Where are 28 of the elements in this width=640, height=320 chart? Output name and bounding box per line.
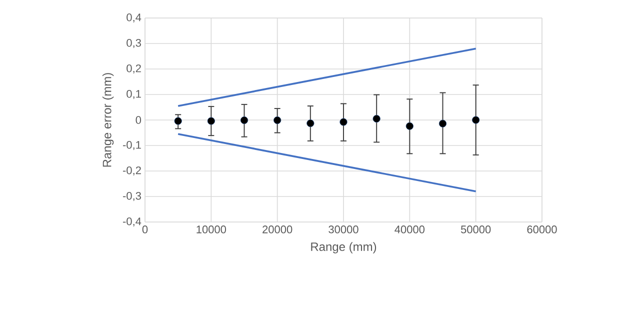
x-tick-label: 30000 bbox=[328, 226, 358, 234]
x-tick-label: 50000 bbox=[460, 226, 491, 234]
point bbox=[406, 122, 414, 130]
point bbox=[340, 118, 348, 126]
x-tick-label: 20000 bbox=[262, 226, 292, 234]
point bbox=[372, 114, 380, 123]
point bbox=[306, 120, 314, 128]
y-tick-label: -0,3 bbox=[123, 192, 141, 202]
x-axis-title: Range (mm) bbox=[311, 242, 376, 254]
y-tick-label: -0,4 bbox=[123, 217, 142, 227]
y-axis-title: Range error (mm) bbox=[102, 73, 114, 167]
y-tick-label: 0 bbox=[136, 116, 142, 124]
y-tick-label: 0,1 bbox=[126, 90, 141, 100]
point bbox=[438, 120, 447, 128]
y-tick-label: -0,1 bbox=[123, 140, 141, 150]
x-tick-label: 10000 bbox=[196, 226, 226, 234]
point bbox=[207, 117, 215, 125]
x-tick-label: 60000 bbox=[527, 226, 557, 234]
x-tick-label: 40000 bbox=[394, 226, 425, 234]
y-tick-label: 0,3 bbox=[126, 38, 141, 48]
point bbox=[472, 116, 480, 124]
x-tick-label: 0 bbox=[142, 226, 148, 234]
y-tick-label: 0,4 bbox=[126, 13, 142, 23]
y-tick-label: 0,2 bbox=[126, 64, 141, 74]
point bbox=[240, 116, 248, 124]
y-tick-label: -0,2 bbox=[123, 166, 141, 176]
point bbox=[274, 116, 282, 124]
point bbox=[174, 117, 182, 125]
